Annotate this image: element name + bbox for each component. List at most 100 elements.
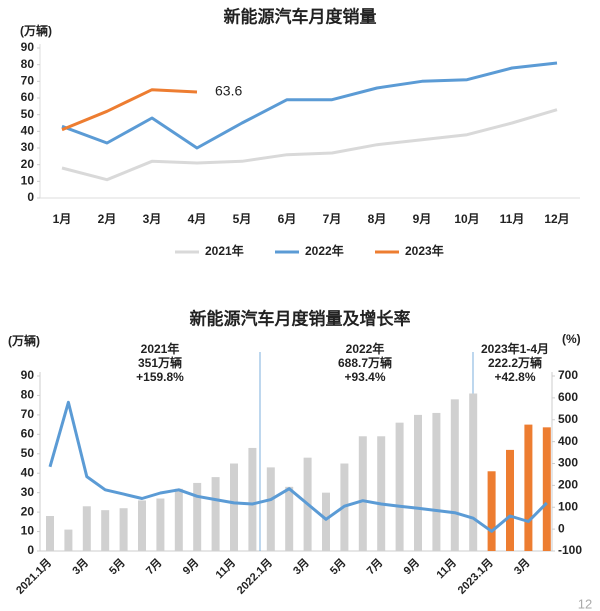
bar <box>506 449 514 551</box>
data-label: 63.6 <box>215 83 242 99</box>
x-tick-label: 7月 <box>323 212 342 226</box>
y2-tick-label: 500 <box>558 412 578 426</box>
y-tick-label: 40 <box>21 465 35 479</box>
x-tick-label: 9月 <box>401 556 422 577</box>
y-tick-label: 30 <box>21 485 35 499</box>
y2-tick-label: 200 <box>558 478 578 492</box>
annotation: +42.8% <box>494 370 535 384</box>
bar <box>211 477 220 551</box>
y2-tick-label: 100 <box>558 499 578 513</box>
x-tick-label: 5月 <box>106 556 127 577</box>
y-tick-label: 60 <box>21 427 35 441</box>
y2-tick-label: 300 <box>558 456 578 470</box>
bar <box>82 506 91 551</box>
line-series <box>48 400 548 533</box>
bar <box>377 436 386 551</box>
bar <box>193 482 202 551</box>
bar <box>414 414 422 551</box>
bar <box>119 508 128 551</box>
y-tick-label: 10 <box>21 174 35 188</box>
bar <box>101 510 110 551</box>
y-tick-label: 50 <box>21 107 35 121</box>
x-tick-label: 11月 <box>213 556 238 581</box>
x-tick-label: 2月 <box>98 212 117 226</box>
x-tick-label: 7月 <box>143 556 164 577</box>
bar <box>432 412 441 551</box>
y-tick-label: 80 <box>21 388 35 402</box>
x-tick-label: 12月 <box>544 212 569 226</box>
x-tick-label: 9月 <box>180 556 201 577</box>
x-tick-label: 2023.1月 <box>455 556 496 597</box>
y-tick-label: 90 <box>21 40 35 54</box>
x-tick-label: 3月 <box>143 212 162 226</box>
x-tick-label: 5月 <box>327 556 348 577</box>
y2-tick-label: 400 <box>558 434 578 448</box>
y2-tick-label: 700 <box>558 368 578 382</box>
line-series <box>61 88 198 132</box>
annotation: 222.2万辆 <box>488 355 542 370</box>
x-tick-label: 8月 <box>368 212 387 226</box>
x-tick-label: 9月 <box>413 212 432 226</box>
chart-title: 新能源汽车月度销量 <box>224 6 377 26</box>
bar <box>469 393 478 551</box>
bar <box>64 529 73 551</box>
annotation: 2022年 <box>346 341 385 356</box>
bar <box>138 500 146 551</box>
annotation: 2023年1-4月 <box>481 341 549 356</box>
x-tick-label: 11月 <box>434 556 459 581</box>
y-tick-label: 0 <box>27 543 34 557</box>
y-tick-label: 80 <box>21 57 35 71</box>
x-tick-label: 3月 <box>290 556 311 577</box>
y2-axis-title: (%) <box>562 332 581 346</box>
y-tick-label: 30 <box>21 140 35 154</box>
annotation: 688.7万辆 <box>338 355 392 370</box>
y-tick-label: 40 <box>21 124 35 138</box>
x-tick-label: 4月 <box>188 212 207 226</box>
page-number: 12 <box>578 596 592 611</box>
x-tick-label: 2022.1月 <box>234 556 275 597</box>
y-tick-label: 50 <box>21 446 35 460</box>
x-tick-label: 2021.1月 <box>13 556 54 597</box>
chart-title: 新能源汽车月度销量及增长率 <box>190 308 411 328</box>
x-tick-label: 6月 <box>278 212 297 226</box>
bar <box>248 447 257 551</box>
x-tick-label: 1月 <box>53 212 72 226</box>
y-tick-label: 90 <box>21 368 35 382</box>
y2-tick-label: -100 <box>558 543 582 557</box>
bar <box>230 463 238 551</box>
y-tick-label: 60 <box>21 90 35 104</box>
y2-tick-label: 600 <box>558 390 578 404</box>
bar <box>174 488 183 551</box>
bar <box>285 486 294 551</box>
bar <box>450 399 459 551</box>
bar <box>46 516 54 551</box>
y-axis-title: (万辆) <box>8 333 40 348</box>
y-tick-label: 20 <box>21 157 35 171</box>
y-tick-label: 70 <box>21 74 35 88</box>
y-tick-label: 10 <box>21 524 35 538</box>
bar <box>156 498 165 551</box>
y-tick-label: 70 <box>21 407 35 421</box>
annotation: +93.4% <box>344 370 385 384</box>
bar <box>358 436 367 551</box>
y-tick-label: 20 <box>21 504 35 518</box>
legend-label: 2022年 <box>305 243 344 258</box>
bar <box>487 471 496 551</box>
legend-label: 2023年 <box>405 243 444 258</box>
x-tick-label: 7月 <box>364 556 385 577</box>
x-tick-label: 10月 <box>454 212 479 226</box>
bar <box>266 467 275 551</box>
x-tick-label: 3月 <box>70 556 91 577</box>
line-series <box>61 108 558 182</box>
legend-label: 2021年 <box>205 243 244 258</box>
y-axis-title: (万辆) <box>20 23 52 38</box>
bar <box>322 492 330 551</box>
annotation: 2021年 <box>141 341 180 356</box>
x-tick-label: 5月 <box>233 212 252 226</box>
annotation: 351万辆 <box>138 355 182 370</box>
bar <box>542 427 551 551</box>
bar <box>395 422 404 551</box>
x-tick-label: 11月 <box>500 212 525 226</box>
